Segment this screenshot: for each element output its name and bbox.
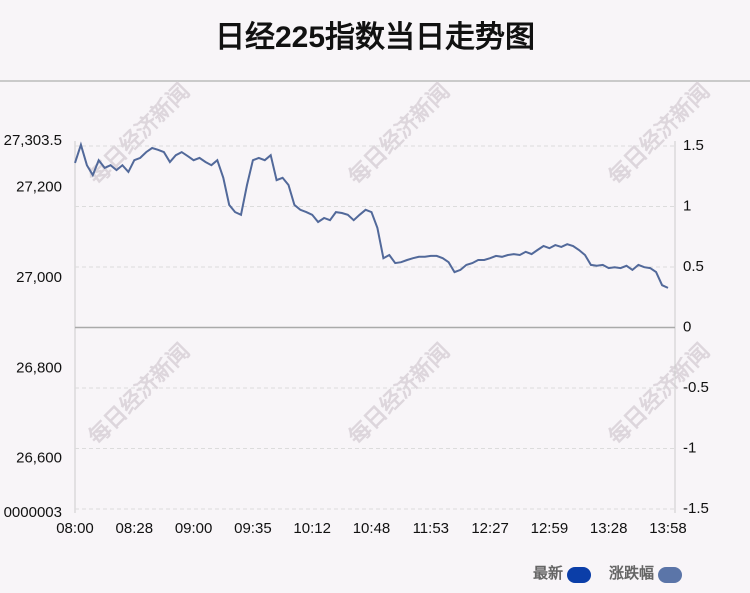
y-tick-label: 26,800 (16, 359, 62, 376)
x-tick-label: 12:27 (471, 520, 509, 537)
y2-tick-label: 0 (683, 318, 691, 335)
y-tick-label: 27,000 (16, 269, 62, 286)
y2-tick-label: 1 (683, 197, 691, 214)
x-tick-label: 12:59 (531, 520, 569, 537)
y2-tick-label: 0.5 (683, 258, 704, 275)
x-tick-label: 13:58 (649, 520, 687, 537)
x-tick-label: 08:00 (56, 520, 94, 537)
x-tick-label: 09:00 (175, 520, 213, 537)
y2-tick-label: -0.5 (683, 379, 709, 396)
x-tick-label: 11:53 (413, 520, 449, 537)
price-line (74, 141, 669, 289)
chart-title: 日经225指数当日走势图 (215, 20, 535, 54)
x-tick-label: 08:28 (116, 520, 154, 537)
x-tick-label: 09:35 (234, 520, 272, 537)
x-tick-label: 10:12 (293, 520, 331, 537)
y-tick-label: 27,303.5 (4, 132, 62, 149)
y-tick-label: 27,200 (16, 179, 62, 196)
legend-label: 最新 (533, 564, 563, 582)
y2-tick-label: 1.5 (683, 137, 704, 154)
y2-tick-label: -1 (683, 439, 696, 456)
legend-swatch (567, 567, 592, 583)
legend-label: 涨跌幅 (609, 564, 654, 582)
x-tick-label: 10:48 (353, 520, 391, 537)
y-tick-label: 0000003 (4, 504, 62, 521)
y-tick-label: 26,600 (16, 450, 62, 467)
legend-swatch (658, 567, 683, 583)
y2-tick-label: -1.5 (683, 500, 709, 517)
x-tick-label: 13:28 (590, 520, 628, 537)
